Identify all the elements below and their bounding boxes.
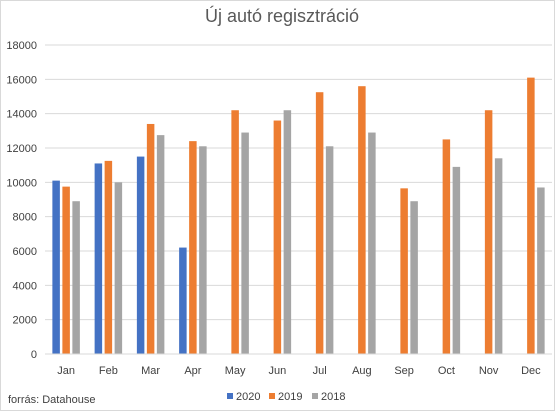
- bar-2019-apr: [189, 141, 197, 354]
- bar-2018-jan: [72, 201, 80, 354]
- bar-2019-feb: [104, 160, 113, 354]
- x-tick-label: Oct: [438, 365, 455, 377]
- bar-2020-feb: [94, 163, 103, 354]
- bar-2018-jun: [283, 110, 292, 354]
- bar-2019-may: [231, 110, 239, 354]
- bar-2018-jul: [325, 146, 334, 354]
- legend-label-2020: 2020: [236, 391, 260, 403]
- y-tick-label: 6000: [13, 246, 37, 258]
- y-tick-label: 18000: [6, 40, 37, 52]
- legend-swatch-2020: [227, 393, 233, 399]
- x-tick-label: Sep: [394, 365, 414, 377]
- x-tick-label: Jun: [269, 365, 287, 377]
- y-tick-label: 8000: [13, 212, 37, 224]
- bar-2018-oct: [452, 166, 461, 354]
- y-tick-label: 16000: [6, 74, 37, 86]
- bar-2020-apr: [179, 247, 187, 354]
- x-tick-label: Feb: [99, 365, 118, 377]
- legend-swatch-2018: [312, 393, 318, 399]
- bar-2018-nov: [494, 158, 503, 354]
- bar-2018-apr: [199, 146, 207, 354]
- bar-2018-mar: [156, 135, 165, 354]
- bar-2019-sep: [400, 188, 408, 354]
- y-tick-label: 4000: [13, 280, 37, 292]
- legend-swatch-2019: [269, 393, 275, 399]
- chart-title: Új autó regisztráció: [205, 5, 359, 26]
- bar-2019-aug: [358, 86, 366, 354]
- x-tick-label: Aug: [352, 365, 372, 377]
- y-tick-label: 0: [31, 349, 37, 361]
- source-note: forrás: Datahouse: [8, 394, 95, 406]
- x-tick-label: Jul: [313, 365, 327, 377]
- bar-2019-mar: [146, 123, 155, 354]
- bar-2018-dec: [537, 187, 545, 354]
- legend: 2020 2019 2018: [227, 391, 345, 403]
- x-tick-label: Apr: [184, 365, 201, 377]
- gridlines: [45, 44, 552, 321]
- bar-2020-mar: [136, 156, 145, 354]
- bar-2018-feb: [114, 182, 123, 354]
- y-tick-label: 12000: [6, 143, 37, 155]
- y-tick-label: 2000: [13, 315, 37, 327]
- x-tick-label: Jan: [57, 365, 75, 377]
- legend-label-2019: 2019: [278, 391, 302, 403]
- bar-2019-jul: [315, 92, 324, 354]
- bar-2018-sep: [410, 201, 418, 354]
- y-tick-label: 14000: [6, 109, 37, 121]
- bars: [52, 77, 545, 355]
- bar-2019-nov: [484, 110, 493, 354]
- bar-2019-oct: [442, 139, 451, 354]
- y-axis-ticks: 0 2000 4000 6000 8000 10000 12000 14000 16000 180…: [6, 40, 37, 361]
- legend-label-2018: 2018: [321, 391, 345, 403]
- bar-2018-may: [241, 132, 249, 354]
- bar-2018-aug: [368, 132, 376, 354]
- x-tick-label: May: [225, 365, 246, 377]
- x-tick-label: Mar: [141, 365, 160, 377]
- bar-2019-dec: [527, 77, 535, 354]
- bar-2020-jan: [52, 180, 60, 354]
- bar-2019-jan: [62, 186, 70, 354]
- y-tick-label: 10000: [6, 177, 37, 189]
- x-axis-ticks: Jan Feb Mar Apr May Jun Jul Aug Sep Oct Nov Dec: [57, 365, 541, 377]
- x-tick-label: Nov: [479, 365, 499, 377]
- x-tick-label: Dec: [521, 365, 541, 377]
- bar-2019-jun: [273, 120, 282, 355]
